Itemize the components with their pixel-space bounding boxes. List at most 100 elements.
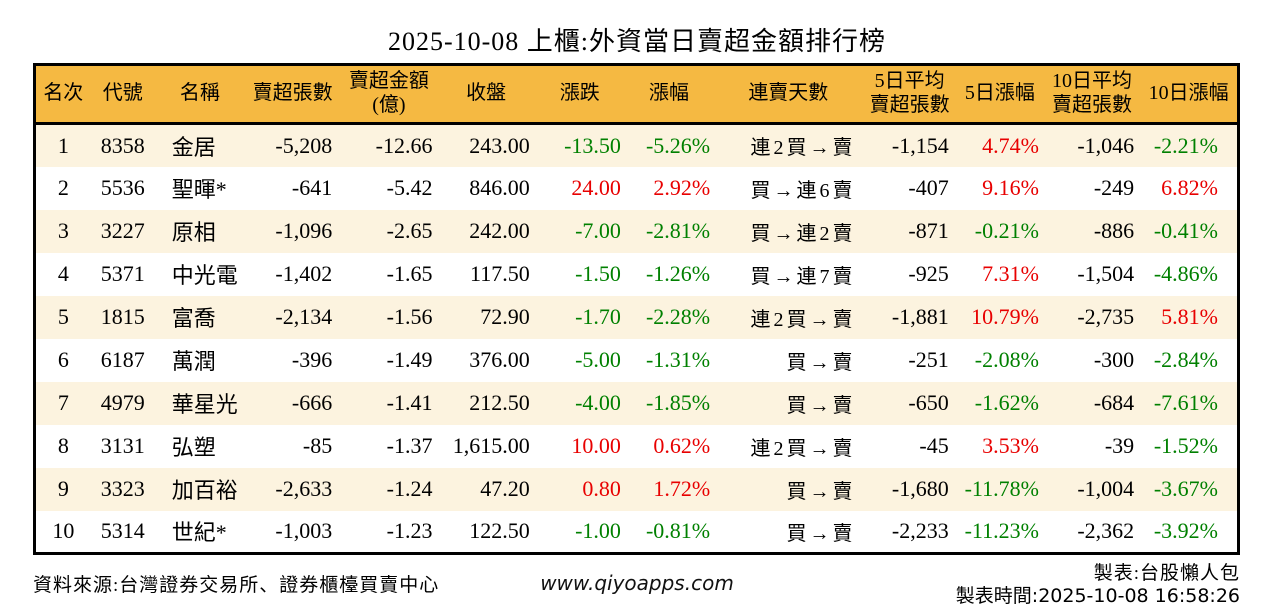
cell-avg5_sell_shares: -2,233: [891, 518, 949, 544]
column-header-change: 漲跌: [534, 64, 625, 125]
cell-name: 富喬: [171, 306, 216, 331]
report-credits: 製表:台股懶人包 製表時間:2025-10-08 16:58:26: [956, 562, 1240, 608]
cell-pct5: -1.62%: [974, 390, 1039, 415]
cell-streak: 連 2 買 → 賣: [750, 437, 853, 460]
column-header-sell-amount: 賣超金額 (億): [340, 64, 438, 125]
cell-pct10: 6.82%: [1161, 175, 1218, 200]
cell-change_pct: -2.81%: [645, 218, 711, 243]
column-header-name: 名稱: [154, 64, 245, 125]
table-row: 1 8358 金居 -5,208 -12.66 243.00 -13.50 -5.26% 連 2…: [34, 123, 1239, 167]
column-header-sell-shares: 賣超張數: [245, 64, 341, 125]
cell-avg10_sell_shares: -684: [1093, 390, 1135, 415]
cell-avg10_sell_shares: -1,504: [1077, 261, 1135, 286]
cell-sell_amount_100m: -1.24: [386, 476, 433, 501]
table-row: 2 5536 聖暉* -641 -5.42 846.00 24.00 2.92% 買 → 連 6…: [34, 166, 1239, 210]
cell-avg5_sell_shares: -925: [908, 261, 949, 286]
cell-pct5: -11.23%: [964, 518, 1039, 544]
cell-change: -13.50: [564, 132, 621, 158]
cell-rank: 9: [57, 476, 69, 501]
cell-rank: 10: [52, 518, 75, 544]
column-header-streak: 連賣天數: [713, 64, 864, 125]
cell-code: 5314: [100, 518, 145, 544]
cell-sell_shares: -1,096: [275, 218, 333, 243]
cell-code: 5371: [100, 261, 145, 286]
cell-close: 242.00: [469, 218, 530, 243]
cell-pct10: -3.67%: [1153, 476, 1218, 501]
cell-code: 3323: [100, 476, 145, 501]
cell-change: -1.00: [575, 518, 621, 544]
cell-avg10_sell_shares: -1,004: [1077, 476, 1135, 501]
cell-sell_shares: -5,208: [275, 132, 333, 158]
cell-sell_amount_100m: -1.49: [386, 347, 433, 372]
cell-pct5: 10.79%: [971, 304, 1039, 329]
cell-sell_shares: -1,402: [275, 261, 333, 286]
cell-close: 117.50: [470, 261, 530, 286]
cell-pct5: -11.78%: [964, 476, 1039, 501]
cell-sell_amount_100m: -5.42: [386, 175, 433, 200]
cell-name: 聖暉*: [171, 177, 227, 202]
cell-streak: 買 → 賣: [786, 522, 853, 545]
cell-streak: 買 → 連 2 賣: [750, 222, 853, 245]
cell-code: 8358: [100, 132, 145, 158]
cell-rank: 5: [57, 304, 69, 329]
cell-streak: 買 → 連 7 賣: [750, 265, 853, 288]
cell-close: 243.00: [469, 132, 530, 158]
cell-pct5: -0.21%: [974, 218, 1039, 243]
cell-avg5_sell_shares: -251: [908, 347, 949, 372]
table-row: 7 4979 華星光 -666 -1.41 212.50 -4.00 -1.85% 買 → 賣 -…: [34, 381, 1239, 425]
data-source-note: 資料來源:台灣證券交易所、證券櫃檯買賣中心: [33, 575, 440, 596]
made-time-note: 製表時間:2025-10-08 16:58:26: [955, 585, 1240, 607]
cell-close: 846.00: [469, 175, 530, 200]
cell-close: 122.50: [469, 518, 530, 544]
cell-pct10: -2.21%: [1153, 132, 1218, 158]
cell-sell_shares: -2,134: [275, 304, 333, 329]
cell-avg10_sell_shares: -39: [1104, 433, 1135, 458]
cell-avg10_sell_shares: -249: [1093, 175, 1135, 200]
table-row: 3 3227 原相 -1,096 -2.65 242.00 -7.00 -2.81% 買 → 連…: [34, 209, 1239, 253]
cell-sell_amount_100m: -1.41: [386, 390, 433, 415]
cell-rank: 4: [57, 261, 69, 286]
cell-pct5: 7.31%: [982, 261, 1039, 286]
cell-pct5: 4.74%: [982, 132, 1039, 158]
cell-name: 中光電: [171, 263, 238, 288]
cell-rank: 2: [57, 175, 69, 200]
cell-close: 376.00: [469, 347, 530, 372]
cell-rank: 8: [57, 433, 69, 458]
cell-avg10_sell_shares: -2,735: [1077, 304, 1135, 329]
cell-rank: 7: [57, 390, 69, 415]
cell-change_pct: -1.85%: [645, 390, 711, 415]
cell-change: 10.00: [571, 433, 621, 458]
cell-change_pct: -2.28%: [645, 304, 711, 329]
table-row: 4 5371 中光電 -1,402 -1.65 117.50 -1.50 -1.26% 買 → …: [34, 252, 1239, 296]
cell-change_pct: 1.72%: [653, 476, 711, 501]
cell-streak: 買 → 連 6 賣: [750, 179, 853, 202]
cell-close: 212.50: [469, 390, 530, 415]
column-header-rank: 名次: [34, 64, 91, 125]
cell-sell_shares: -2,633: [275, 476, 333, 501]
cell-pct10: -1.52%: [1153, 433, 1218, 458]
cell-name: 原相: [171, 220, 216, 245]
column-header-pct10: 10日漲幅: [1140, 64, 1239, 125]
cell-code: 6187: [100, 347, 145, 372]
cell-sell_amount_100m: -2.65: [386, 218, 433, 243]
cell-name: 金居: [171, 134, 216, 160]
column-header-close: 收盤: [437, 64, 535, 125]
cell-name: 加百裕: [171, 478, 238, 503]
cell-change: -1.70: [575, 304, 621, 329]
cell-sell_shares: -396: [291, 347, 333, 372]
table-row: 9 3323 加百裕 -2,633 -1.24 47.20 0.80 1.72% 買 → 賣 -1…: [34, 467, 1239, 511]
cell-pct10: -2.84%: [1153, 347, 1218, 372]
maker-note: 製表:台股懶人包: [1093, 563, 1240, 584]
page-title: 2025-10-08 上櫃:外資當日賣超金額排行榜: [387, 27, 887, 56]
cell-change: -5.00: [575, 347, 621, 372]
cell-change_pct: -1.26%: [645, 261, 711, 286]
cell-rank: 6: [57, 347, 69, 372]
cell-code: 3227: [100, 218, 145, 243]
cell-avg10_sell_shares: -1,046: [1077, 132, 1135, 158]
cell-pct5: 3.53%: [982, 433, 1039, 458]
header-row: 名次 代號 名稱 賣超張數 賣超金額 (億) 收盤 漲跌 漲幅 連賣天數 5日平…: [34, 64, 1239, 125]
cell-avg5_sell_shares: -1,680: [891, 476, 949, 501]
cell-streak: 買 → 賣: [786, 351, 853, 374]
cell-change_pct: 0.62%: [653, 433, 711, 458]
cell-rank: 3: [57, 218, 69, 243]
